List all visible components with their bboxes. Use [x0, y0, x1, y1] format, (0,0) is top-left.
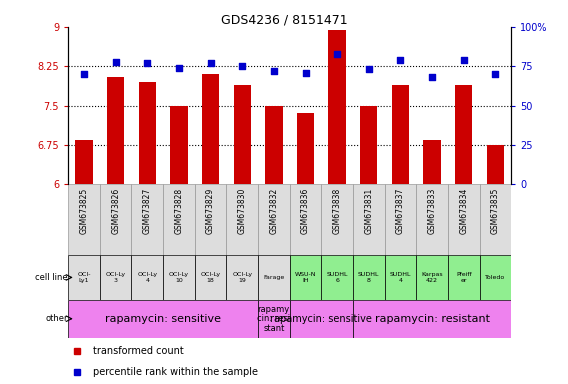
Text: GSM673830: GSM673830	[238, 188, 247, 234]
Point	[364, 66, 373, 73]
Text: GSM673838: GSM673838	[333, 188, 341, 234]
Point	[396, 57, 405, 63]
Bar	[455, 84, 473, 184]
Bar	[385, 184, 416, 255]
Text: SUDHL
6: SUDHL 6	[327, 272, 348, 283]
Point	[333, 51, 342, 57]
Bar	[68, 300, 258, 338]
Text: rapamycin: resistant: rapamycin: resistant	[374, 314, 490, 324]
Text: GSM673832: GSM673832	[269, 188, 278, 234]
Text: GSM673825: GSM673825	[80, 188, 89, 234]
Point	[206, 60, 215, 66]
Text: OCI-Ly
3: OCI-Ly 3	[106, 272, 126, 283]
Text: Karpas
422: Karpas 422	[421, 272, 443, 283]
Bar	[487, 145, 504, 184]
Bar	[448, 255, 479, 300]
Bar	[68, 255, 100, 300]
Bar	[195, 255, 227, 300]
Text: OCI-
Ly1: OCI- Ly1	[77, 272, 91, 283]
Text: OCI-Ly
18: OCI-Ly 18	[201, 272, 220, 283]
Text: GSM673829: GSM673829	[206, 188, 215, 234]
Bar	[139, 82, 156, 184]
Bar	[416, 184, 448, 255]
Bar	[68, 184, 100, 255]
Text: rapamycin: sensitive: rapamycin: sensitive	[270, 314, 372, 324]
Bar	[202, 74, 219, 184]
Text: Farage: Farage	[263, 275, 285, 280]
Bar	[131, 184, 163, 255]
Bar	[233, 84, 251, 184]
Text: WSU-N
IH: WSU-N IH	[295, 272, 316, 283]
Bar	[448, 184, 479, 255]
Text: GSM673836: GSM673836	[301, 188, 310, 234]
Bar	[328, 30, 346, 184]
Bar	[258, 184, 290, 255]
Bar	[353, 184, 385, 255]
Bar	[227, 184, 258, 255]
Bar	[479, 255, 511, 300]
Bar	[163, 255, 195, 300]
Text: OCI-Ly
19: OCI-Ly 19	[232, 272, 252, 283]
Bar	[258, 300, 290, 338]
Bar	[258, 255, 290, 300]
Bar	[353, 300, 511, 338]
Text: Pfeiff
er: Pfeiff er	[456, 272, 471, 283]
Bar	[416, 255, 448, 300]
Text: GSM673831: GSM673831	[364, 188, 373, 234]
Bar	[195, 184, 227, 255]
Text: OCI-Ly
10: OCI-Ly 10	[169, 272, 189, 283]
Bar	[321, 184, 353, 255]
Bar	[100, 255, 131, 300]
Point	[143, 60, 152, 66]
Text: GSM673833: GSM673833	[428, 188, 437, 234]
Bar	[479, 184, 511, 255]
Text: transformed count: transformed count	[93, 346, 183, 356]
Point	[111, 58, 120, 65]
Point	[301, 70, 310, 76]
Text: GDS4236 / 8151471: GDS4236 / 8151471	[221, 13, 347, 26]
Point	[80, 71, 89, 77]
Text: SUDHL
8: SUDHL 8	[358, 272, 379, 283]
Text: GSM673827: GSM673827	[143, 188, 152, 234]
Bar	[227, 255, 258, 300]
Point	[459, 57, 468, 63]
Bar	[360, 106, 378, 184]
Text: GSM673834: GSM673834	[460, 188, 468, 234]
Bar	[163, 184, 195, 255]
Text: GSM673826: GSM673826	[111, 188, 120, 234]
Bar	[290, 300, 353, 338]
Bar	[392, 84, 409, 184]
Bar	[76, 140, 93, 184]
Point	[428, 74, 437, 80]
Bar	[290, 255, 321, 300]
Point	[237, 63, 247, 70]
Point	[491, 71, 500, 77]
Text: other: other	[45, 314, 68, 323]
Bar	[385, 255, 416, 300]
Text: GSM673835: GSM673835	[491, 188, 500, 234]
Text: GSM673828: GSM673828	[174, 188, 183, 234]
Bar	[290, 184, 321, 255]
Text: GSM673837: GSM673837	[396, 188, 405, 234]
Bar	[423, 140, 441, 184]
Bar	[107, 77, 124, 184]
Text: SUDHL
4: SUDHL 4	[390, 272, 411, 283]
Bar	[353, 255, 385, 300]
Text: rapamycin: sensitive: rapamycin: sensitive	[105, 314, 221, 324]
Bar	[265, 106, 282, 184]
Bar	[170, 106, 187, 184]
Text: OCI-Ly
4: OCI-Ly 4	[137, 272, 157, 283]
Bar	[321, 255, 353, 300]
Point	[269, 68, 278, 74]
Text: cell line: cell line	[35, 273, 68, 282]
Bar	[100, 184, 131, 255]
Bar	[131, 255, 163, 300]
Text: Toledo: Toledo	[485, 275, 506, 280]
Point	[174, 65, 183, 71]
Text: rapamy
cin: resi
stant: rapamy cin: resi stant	[257, 305, 290, 333]
Text: percentile rank within the sample: percentile rank within the sample	[93, 367, 257, 377]
Bar	[297, 114, 314, 184]
